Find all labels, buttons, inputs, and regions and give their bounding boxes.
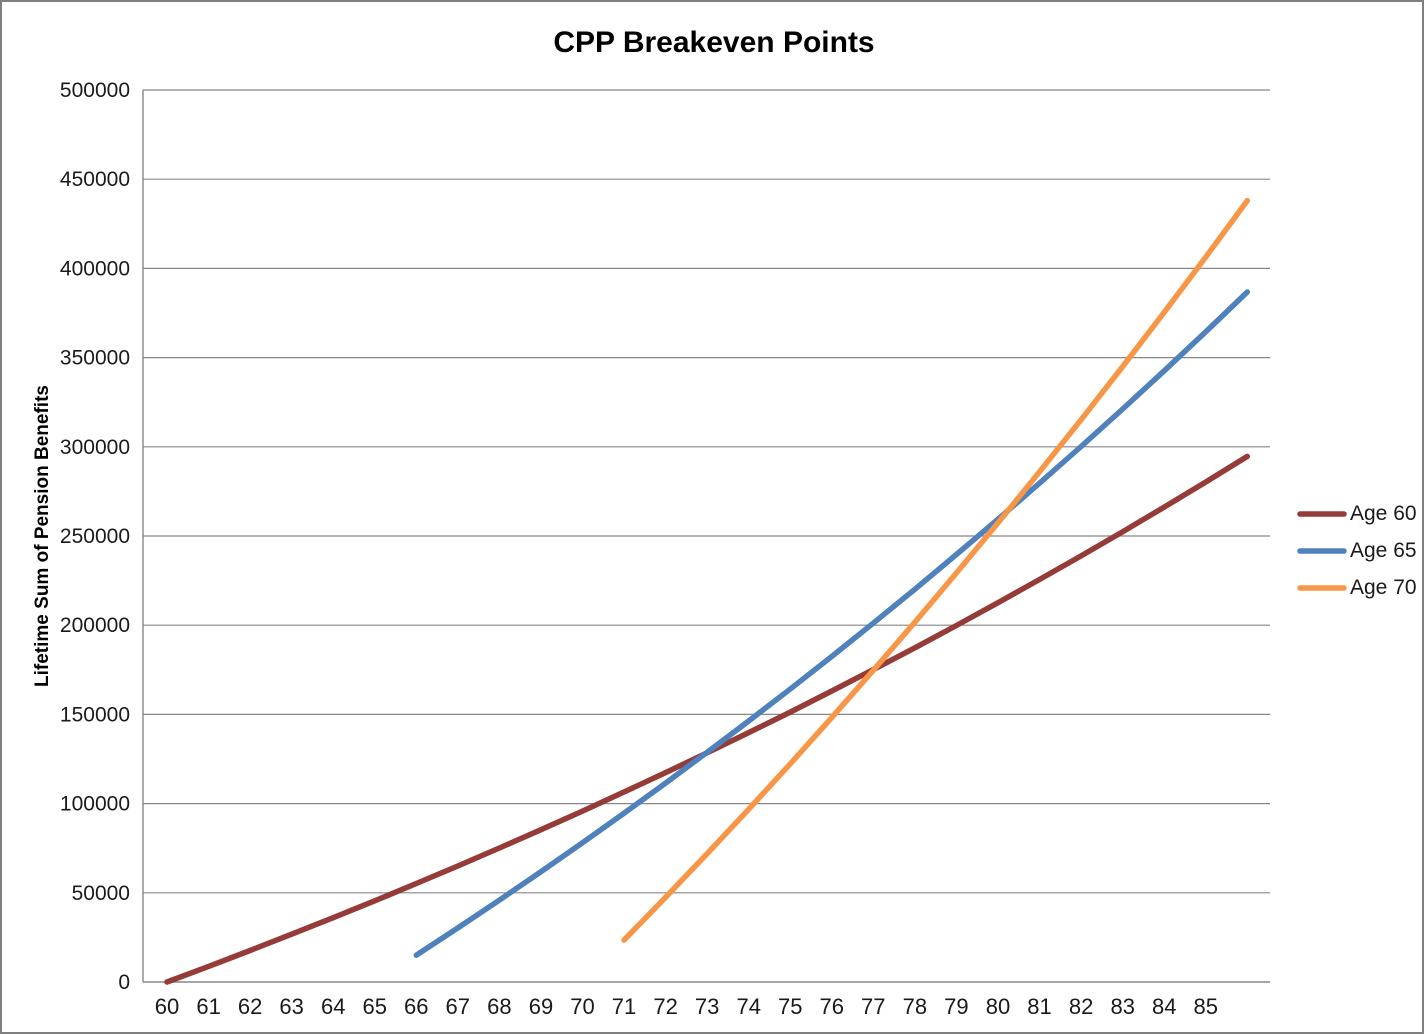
x-tick-label: 83 — [1110, 994, 1134, 1019]
series-line-age-60 — [164, 453, 1251, 985]
y-tick-label: 400000 — [60, 257, 130, 280]
x-tick-label: 69 — [529, 994, 553, 1019]
x-tick-label: 72 — [653, 994, 677, 1019]
series-line-age-70 — [621, 197, 1251, 943]
y-tick-label: 0 — [118, 971, 130, 994]
x-tick-label: 61 — [196, 994, 220, 1019]
legend-swatch-age-70-icon — [1297, 585, 1347, 591]
legend-label-age-60: Age 60 — [1350, 502, 1417, 525]
legend-item-age-65: Age 65 — [1297, 538, 1417, 564]
x-tick-label: 67 — [446, 994, 470, 1019]
legend-swatch-age-65-icon — [1297, 548, 1347, 554]
legend-label-age-70: Age 70 — [1350, 576, 1417, 599]
x-tick-label: 75 — [778, 994, 802, 1019]
series-line-age-65 — [413, 289, 1251, 958]
x-tick-label: 80 — [986, 994, 1010, 1019]
y-tick-label: 250000 — [60, 525, 130, 548]
y-tick-label: 100000 — [60, 793, 130, 816]
x-tick-label: 77 — [861, 994, 885, 1019]
legend-label-age-65: Age 65 — [1350, 539, 1417, 562]
chart-title: CPP Breakeven Points — [553, 26, 875, 59]
x-tick-label: 79 — [944, 994, 968, 1019]
x-tick-label: 64 — [321, 994, 345, 1019]
y-tick-label: 450000 — [60, 168, 130, 191]
x-tick-label: 74 — [736, 994, 760, 1019]
x-tick-label: 81 — [1027, 994, 1051, 1019]
y-tick-label: 50000 — [72, 882, 130, 905]
legend-item-age-70: Age 70 — [1297, 575, 1417, 601]
y-tick-label: 200000 — [60, 614, 130, 637]
x-tick-label: 84 — [1152, 994, 1176, 1019]
x-tick-label: 70 — [570, 994, 594, 1019]
x-tick-label: 76 — [820, 994, 844, 1019]
x-tick-label: 71 — [612, 994, 636, 1019]
x-tick-label: 62 — [238, 994, 262, 1019]
x-tick-label: 78 — [903, 994, 927, 1019]
legend: Age 60 Age 65 Age 70 — [1297, 501, 1417, 601]
x-tick-label: 60 — [155, 994, 179, 1019]
x-tick-label: 82 — [1069, 994, 1093, 1019]
x-tick-label: 73 — [695, 994, 719, 1019]
legend-item-age-60: Age 60 — [1297, 501, 1417, 527]
legend-swatch-age-60-icon — [1297, 511, 1347, 517]
y-tick-label: 500000 — [60, 79, 130, 102]
x-tick-label: 85 — [1194, 994, 1218, 1019]
x-tick-label: 65 — [363, 994, 387, 1019]
y-tick-label: 300000 — [60, 436, 130, 459]
x-tick-label: 68 — [487, 994, 511, 1019]
x-tick-label: 66 — [404, 994, 428, 1019]
y-tick-label: 150000 — [60, 703, 130, 726]
x-tick-label: 63 — [279, 994, 303, 1019]
y-tick-label: 350000 — [60, 347, 130, 370]
